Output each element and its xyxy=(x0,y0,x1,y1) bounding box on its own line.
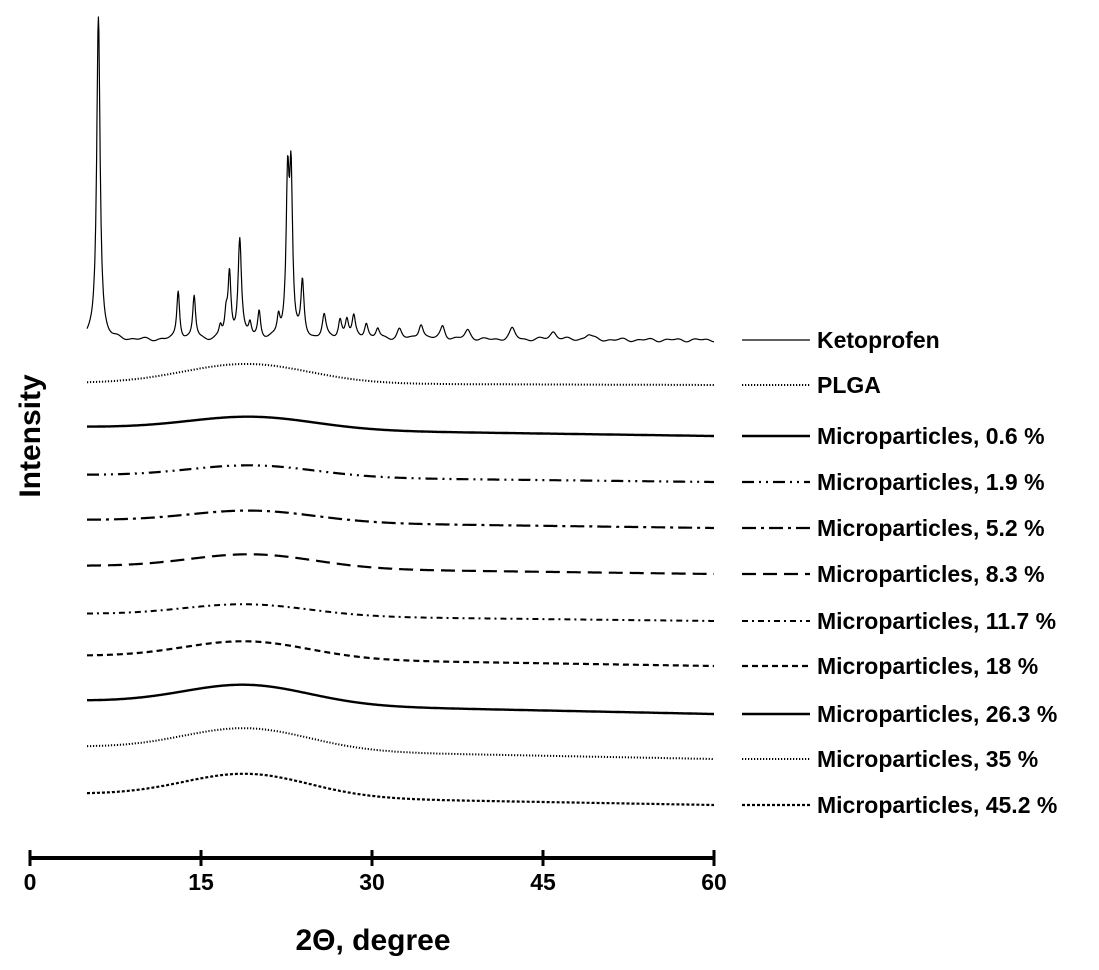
legend-label-5: Microparticles, 8.3 % xyxy=(817,561,1045,587)
x-tick-label-1: 15 xyxy=(188,869,214,895)
x-tick-label-3: 45 xyxy=(530,869,556,895)
series-line-3 xyxy=(86,464,715,484)
legend-label-6: Microparticles, 11.7 % xyxy=(817,608,1056,634)
legend-label-10: Microparticles, 45.2 % xyxy=(817,792,1057,818)
series-line-7 xyxy=(86,640,715,668)
legend: Ketoprofen PLGA Microparticles, 0.6 % Micro… xyxy=(742,327,1057,818)
x-tick-label-0: 0 xyxy=(24,869,37,895)
x-axis-label: 2Θ, degree xyxy=(295,924,450,957)
legend-label-8: Microparticles, 26.3 % xyxy=(817,701,1057,727)
x-tick-label-4: 60 xyxy=(701,869,727,895)
legend-label-7: Microparticles, 18 % xyxy=(817,653,1038,679)
series-line-4 xyxy=(86,509,715,530)
series-line-8 xyxy=(86,683,715,716)
series-line-10 xyxy=(86,772,715,807)
series-line-1 xyxy=(86,363,715,386)
x-axis-ticks: 0 15 30 45 60 xyxy=(24,850,727,895)
legend-label-3: Microparticles, 1.9 % xyxy=(817,469,1045,495)
series-line-2 xyxy=(86,415,715,438)
x-axis: 0 15 30 45 60 xyxy=(24,850,727,895)
legend-label-9: Microparticles, 35 % xyxy=(817,746,1038,772)
x-tick-label-2: 30 xyxy=(359,869,385,895)
legend-label-2: Microparticles, 0.6 % xyxy=(817,423,1045,449)
series-line-6 xyxy=(86,603,715,622)
series-line-0 xyxy=(86,16,715,343)
series-line-5 xyxy=(86,553,715,576)
legend-label-4: Microparticles, 5.2 % xyxy=(817,515,1045,541)
legend-label-1: PLGA xyxy=(817,372,881,398)
traces-group xyxy=(86,16,715,807)
y-axis-label: Intensity xyxy=(14,374,47,498)
legend-label-0: Ketoprofen xyxy=(817,327,940,353)
series-line-9 xyxy=(86,727,715,760)
